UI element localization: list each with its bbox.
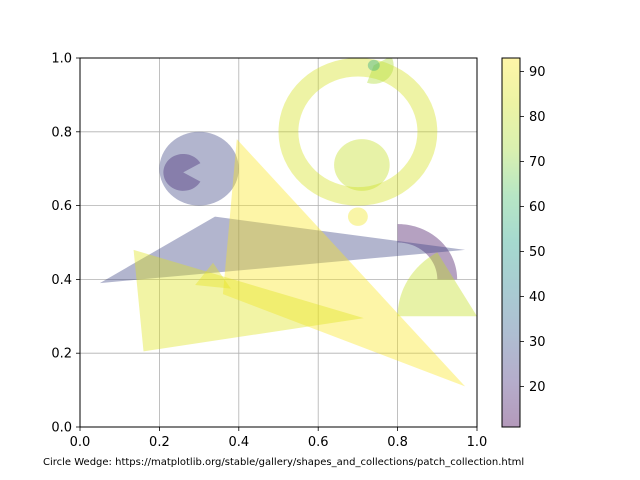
circle-patch	[367, 59, 380, 71]
colorbar-frame	[501, 57, 521, 428]
y-tick-label: 0.0	[51, 421, 72, 436]
x-tick-label: 1.0	[467, 435, 488, 450]
colorbar-tick-label: 70	[529, 155, 546, 170]
y-axis: 0.0 0.2 0.4 0.6 0.8 1.0	[51, 52, 80, 436]
x-axis: 0.0 0.2 0.4 0.6 0.8 1.0	[70, 427, 488, 450]
circle-patch	[347, 207, 368, 226]
colorbar: 20 30 40 50 60 70 80 90	[501, 57, 546, 428]
plot-area: 0.0 0.2 0.4 0.6 0.8 1.0 0.0 0.2 0.4 0.6 0.8 1.0	[51, 52, 487, 451]
wedge-patch	[163, 153, 201, 191]
circle-patch	[159, 131, 239, 206]
wedge-patch	[366, 58, 394, 84]
axes-background	[80, 58, 477, 427]
colorbar-tick-label: 50	[529, 245, 546, 260]
x-tick-label: 0.4	[228, 435, 249, 450]
y-tick-label: 0.8	[51, 125, 72, 140]
colorbar-tick-label: 80	[529, 110, 546, 125]
colorbar-gradient	[502, 58, 520, 427]
colorbar-tick-label: 30	[529, 335, 546, 350]
wedge-patch	[397, 252, 477, 317]
polygon-patch	[133, 249, 364, 352]
x-tick-label: 0.0	[70, 435, 91, 450]
polygon-patch	[195, 262, 231, 289]
x-tick-label: 0.6	[308, 435, 329, 450]
colorbar-tick-label: 60	[529, 200, 546, 215]
patch-collection	[99, 58, 477, 387]
colorbar-ticks: 20 30 40 50 60 70 80 90	[520, 65, 546, 395]
source-caption: Circle Wedge: https://matplotlib.org/sta…	[43, 457, 525, 468]
colorbar-tick-label: 40	[529, 290, 546, 305]
polygon-patch	[222, 139, 466, 387]
y-tick-label: 0.2	[51, 347, 72, 362]
grid-lines	[79, 57, 478, 428]
x-tick-label: 0.2	[149, 435, 170, 450]
y-tick-label: 0.4	[51, 273, 72, 288]
colorbar-tick-label: 90	[529, 65, 546, 80]
y-tick-label: 0.6	[51, 199, 72, 214]
polygon-patch	[99, 216, 466, 284]
x-tick-label: 0.8	[387, 435, 408, 450]
colorbar-tick-label: 20	[529, 380, 546, 395]
circle-patch	[334, 139, 390, 191]
y-tick-label: 1.0	[51, 52, 72, 67]
axes-frame	[79, 57, 478, 428]
wedge-patch	[397, 224, 458, 280]
